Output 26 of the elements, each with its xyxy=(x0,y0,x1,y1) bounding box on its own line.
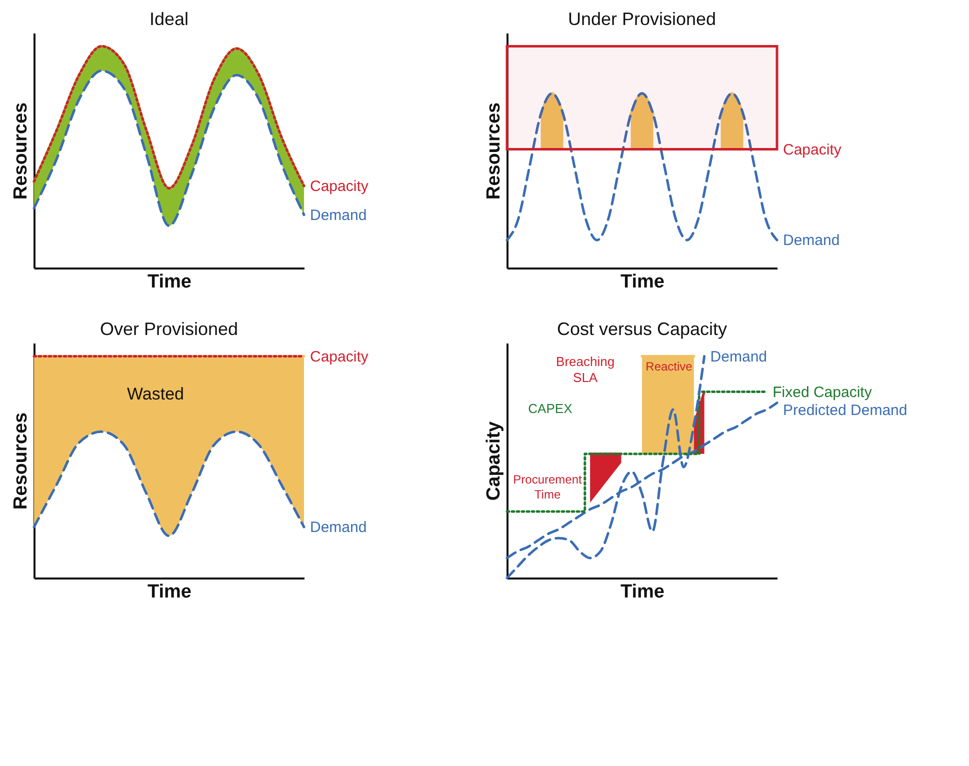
y-axis-title: Resources xyxy=(10,102,32,200)
annotation: Reactive xyxy=(646,360,693,374)
x-axis-title: Time xyxy=(147,272,192,292)
series-label: Demand xyxy=(710,348,768,366)
series-label: Demand xyxy=(310,206,367,224)
chart-title: Over Provisioned xyxy=(100,319,238,339)
annotation: Procurement Time xyxy=(513,472,583,502)
x-axis-title: Time xyxy=(620,272,665,292)
chart-title: Under Provisioned xyxy=(568,9,716,29)
y-axis-title: Resources xyxy=(484,102,504,200)
series-label: Demand xyxy=(783,232,840,250)
y-axis-title: Capacity xyxy=(484,420,504,501)
annotation: CAPEX xyxy=(528,400,573,416)
chart-title: Ideal xyxy=(149,9,189,29)
series-label: Capacity xyxy=(310,178,369,195)
series-label: Predicted Demand xyxy=(783,402,908,419)
annotation: Breaching SLA xyxy=(556,354,615,385)
series-label: Fixed Capacity xyxy=(772,384,872,401)
x-axis-title: Time xyxy=(147,582,192,602)
annotation: Wasted xyxy=(126,384,184,404)
x-axis-title: Time xyxy=(620,582,665,602)
chart-title: Cost versus Capacity xyxy=(556,319,728,339)
y-axis-title: Resources xyxy=(10,412,32,510)
series-label: Capacity xyxy=(310,348,369,366)
band-label: Capacity xyxy=(783,141,842,158)
series-label: Demand xyxy=(310,519,367,536)
